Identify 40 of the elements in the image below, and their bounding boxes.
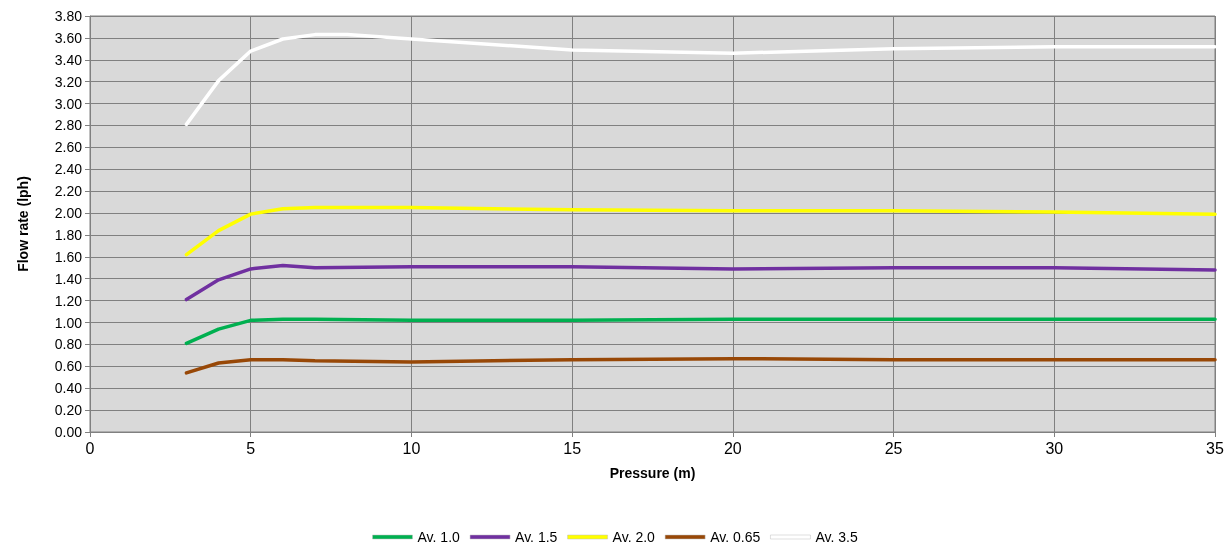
- legend-label: Av. 0.65: [710, 529, 761, 545]
- y-tick-label: 3.20: [54, 73, 83, 90]
- x-tick-label: 25: [884, 439, 903, 457]
- y-tick-label: 1.80: [54, 226, 83, 243]
- y-tick-label: 0.20: [54, 402, 83, 419]
- y-tick-label: 2.40: [54, 161, 83, 178]
- legend-label: Av. 2.0: [612, 529, 656, 545]
- y-tick-label: 1.00: [54, 314, 83, 331]
- y-tick-label: 2.80: [54, 117, 83, 134]
- y-tick-label: 3.00: [54, 95, 83, 112]
- y-tick-label: 2.60: [54, 139, 83, 156]
- x-tick-label: 0: [85, 439, 95, 457]
- y-tick-label: 1.20: [54, 292, 83, 309]
- y-tick-label: 1.60: [54, 248, 83, 265]
- y-tick-label: 0.60: [54, 358, 83, 375]
- line-series: [184, 317, 1217, 346]
- line-series: [184, 356, 1217, 375]
- y-tick-label: 0.00: [54, 424, 83, 440]
- y-tick-label: 3.80: [54, 8, 83, 24]
- line-series: [184, 263, 1217, 302]
- x-tick-label: 5: [246, 439, 256, 457]
- x-axis-title: Pressure (m): [609, 465, 696, 481]
- y-tick-label: 3.60: [54, 29, 83, 46]
- y-axis-title: Flow rate (lph): [15, 176, 31, 272]
- y-tick-label: 0.80: [54, 336, 83, 353]
- line-series: [184, 32, 1217, 127]
- legend-label: Av. 1.0: [417, 529, 461, 545]
- x-tick-label: 10: [402, 439, 421, 457]
- y-tick-label: 2.00: [54, 205, 83, 222]
- x-tick-label: 20: [723, 439, 742, 457]
- x-tick-label: 15: [563, 439, 582, 457]
- legend-label: Av. 3.5: [815, 529, 858, 545]
- legend-label: Av. 1.5: [515, 529, 558, 545]
- line-series: [184, 205, 1217, 257]
- y-tick-label: 0.40: [54, 380, 83, 397]
- y-tick-label: 3.40: [54, 51, 83, 68]
- y-tick-label: 1.40: [54, 270, 83, 287]
- y-tick-label: 2.20: [54, 183, 83, 200]
- x-tick-label: 35: [1206, 439, 1224, 457]
- x-tick-label: 30: [1045, 439, 1064, 457]
